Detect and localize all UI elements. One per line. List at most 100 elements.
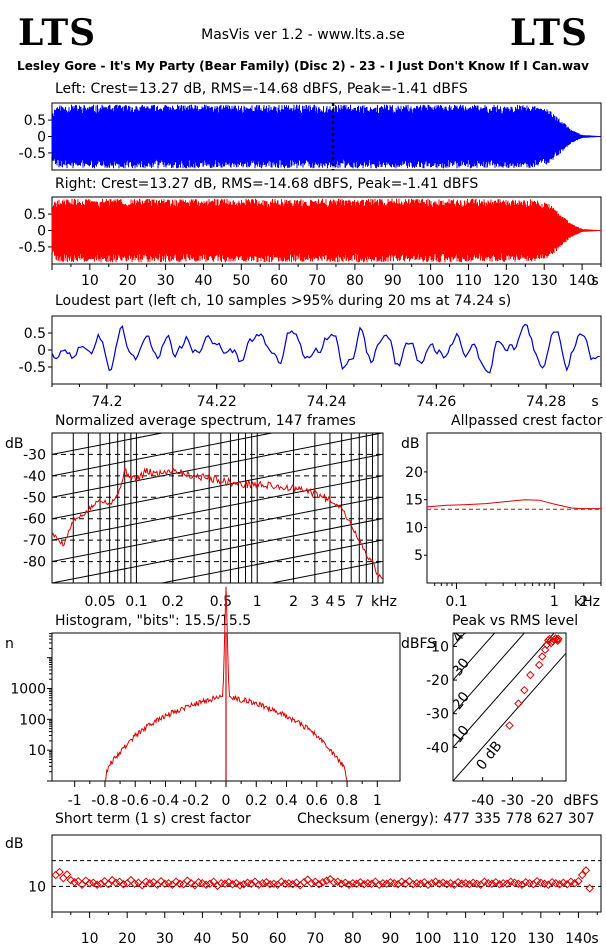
time-axis-label: 140 [569,273,596,289]
loudest-ytick: 0 [37,343,46,359]
shortterm-yunit: dB [5,836,24,852]
spectrum-label: Normalized average spectrum, 147 frames [55,413,356,429]
loudest-unit: s [591,394,598,410]
allpass-xtick: 1 [550,594,559,610]
shortterm-point [156,876,166,886]
shortterm-point [205,879,215,889]
shortterm-point [574,876,583,886]
spectrum-diag [52,433,383,498]
spectrum-xtick: 4 [325,594,334,610]
peakrms-ytick: -20 [426,673,449,689]
shortterm-point [382,879,391,889]
shortterm-point [59,873,68,883]
allpass-yunit: dB [401,436,420,452]
time-axis-label: 80 [346,273,364,289]
spectrum-diag [52,475,383,541]
shortterm-point [66,875,76,885]
spectrum-ytick: -40 [23,469,46,485]
spectrum-xtick: 5 [337,594,346,610]
spectrum-xtick: 0.05 [84,594,115,610]
shortterm-point [337,879,346,889]
checksum-label: Checksum (energy): 477 335 778 627 307 [297,811,595,827]
allpass-curve [426,499,601,510]
shortterm-point [310,877,320,886]
time-axis-label: 110 [455,273,482,289]
shortterm-point [442,880,452,889]
shortterm-point [544,880,553,890]
shortterm-xtick: 100 [415,931,442,946]
time-axis-label: 30 [157,273,175,289]
histogram-ytick: 100 [19,712,46,728]
shortterm-point [367,879,376,889]
shortterm-point [468,878,478,887]
loudest-ytick: -0.5 [19,360,46,376]
shortterm-point [536,878,546,887]
histogram-xtick: 1 [373,793,382,809]
shortterm-point [164,879,173,888]
shortterm-xtick: 40 [193,931,211,946]
shortterm-point [566,877,576,886]
shortterm-xtick: 50 [231,931,249,946]
peakrms-xtick: -40 [471,793,494,809]
shortterm-point [427,879,437,888]
shortterm-point [51,870,61,880]
shortterm-point [416,879,425,889]
shortterm-point [273,880,282,890]
allpass-xtick: 2 [579,594,588,610]
peakrms-ytick: -10 [426,639,449,655]
right-waveform-ytick: 0.5 [24,207,46,223]
peakrms-diagonal [453,652,566,781]
shortterm-xtick: 110 [452,931,479,946]
shortterm-point [77,880,87,890]
shortterm-point [62,870,72,879]
shortterm-point [299,877,309,887]
file-title: Lesley Gore - It's My Party (Bear Family… [17,59,589,73]
shortterm-point [284,879,294,888]
shortterm-point [183,876,192,885]
spectrum-diag [52,496,383,563]
allpass-label: Allpassed crest factor [451,413,603,429]
spectrum-ytick: -80 [23,555,46,571]
shortterm-point [453,877,463,887]
shortterm-point [168,880,177,890]
left-waveform-ytick: -0.5 [19,146,46,162]
shortterm-point [480,877,489,886]
shortterm-point [570,879,579,888]
peakrms-xunit: dBFS [563,793,598,809]
shortterm-point [502,879,512,889]
spectrum-frame [51,432,384,584]
shortterm-point [115,877,124,886]
shortterm-point [239,880,249,889]
shortterm-point [577,870,587,880]
shortterm-point [145,879,155,888]
shortterm-point [450,880,459,890]
shortterm-point [228,880,237,889]
shortterm-point [243,878,252,887]
peakrms-point [537,652,547,661]
spectrum-diag [52,626,383,691]
peakrms-point [526,670,535,680]
shortterm-point [262,877,271,887]
shortterm-point [397,877,406,886]
loudest-ytick: 0.5 [24,326,46,342]
shortterm-point [288,880,297,889]
time-axis-label: 90 [384,273,402,289]
shortterm-point [517,880,527,890]
shortterm-point [194,877,203,887]
loudest-trace [51,323,600,374]
allpass-ytick: 15 [405,493,423,509]
peakrms-yunit: dBFS [401,636,436,652]
spectrum-diag [52,518,383,583]
allpass-ytick: 20 [405,465,423,481]
peakrms-point [553,636,562,645]
time-axis-label: 20 [119,273,137,289]
spectrum-xtick: 0.2 [162,594,184,610]
histogram-xtick: -1 [68,793,82,809]
shortterm-point [186,879,196,888]
peakrms-xtick: -30 [501,793,524,809]
shortterm-point [201,880,211,890]
shortterm-point [431,877,440,886]
histogram-label: Histogram, "bits": 15.5/15.5 [55,613,252,629]
shortterm-xtick: 130 [527,931,554,946]
shortterm-xtick: 90 [382,931,400,946]
